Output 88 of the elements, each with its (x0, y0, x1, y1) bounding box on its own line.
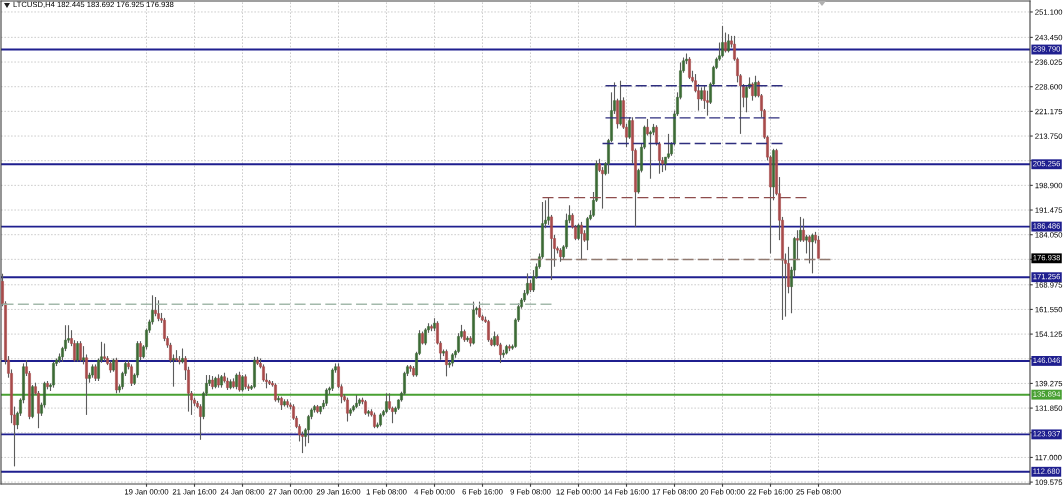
candlestick (502, 349, 505, 359)
candlestick (808, 234, 811, 264)
candlestick (811, 232, 814, 274)
candlestick (235, 372, 238, 390)
candlestick (373, 412, 376, 429)
candlestick (412, 365, 415, 378)
candlestick (355, 394, 358, 409)
candlestick (433, 317, 436, 332)
candlestick (754, 75, 757, 98)
candlestick (52, 361, 55, 389)
candlestick (256, 356, 259, 366)
candlestick (112, 357, 115, 373)
candlestick (130, 363, 133, 387)
candlestick (559, 247, 562, 263)
candlestick (700, 86, 703, 102)
candlestick (232, 377, 235, 389)
candlestick (469, 335, 472, 348)
candlestick (103, 342, 106, 362)
candlestick (493, 330, 496, 348)
candlestick (157, 299, 160, 322)
candlestick (175, 349, 178, 363)
candlestick (580, 221, 583, 261)
candlestick (358, 397, 361, 407)
candlestick (706, 90, 709, 117)
candlestick (724, 32, 727, 54)
candlestick (379, 412, 382, 428)
candlestick (367, 409, 370, 418)
candlestick (331, 367, 334, 392)
candlestick (619, 80, 622, 127)
candlestick (424, 327, 427, 346)
candlestick (91, 363, 94, 379)
candlestick (817, 235, 820, 259)
candlestick (244, 373, 247, 390)
candlestick (154, 296, 157, 317)
candlestick (172, 353, 175, 388)
candlestick (82, 345, 85, 365)
candlestick (283, 398, 286, 408)
candlestick (115, 357, 118, 394)
candlestick (286, 398, 289, 409)
candlestick (463, 328, 466, 343)
candlestick (238, 371, 241, 393)
candlestick (139, 340, 142, 361)
candlestick (445, 348, 448, 377)
candlestick (346, 397, 349, 423)
candlestick (217, 373, 220, 389)
candlestick (274, 382, 277, 403)
candlestick (253, 356, 256, 389)
candlestick (46, 380, 49, 390)
candlestick (220, 374, 223, 389)
candlestick (229, 378, 232, 390)
candlestick (430, 323, 433, 332)
candlestick (721, 25, 724, 59)
candlestick (325, 387, 328, 407)
candlestick (31, 384, 34, 419)
candlestick (487, 319, 490, 343)
candlestick (466, 335, 469, 343)
candlestick (529, 279, 532, 293)
candlestick (451, 352, 454, 367)
candlestick (727, 33, 730, 54)
candlestick (316, 404, 319, 414)
candlestick (385, 392, 388, 414)
candlestick (349, 407, 352, 417)
candlestick (214, 376, 217, 389)
candlestick (409, 364, 412, 373)
candlestick (688, 56, 691, 80)
candlestick (796, 229, 799, 261)
candlestick (508, 343, 511, 352)
candlestick (280, 396, 283, 411)
candlestick (181, 347, 184, 364)
candlestick (199, 403, 202, 441)
candlestick (109, 360, 112, 374)
candlestick (277, 395, 280, 404)
candlestick (478, 301, 481, 319)
candlestick (442, 348, 445, 357)
candlestick (226, 377, 229, 391)
candlestick (421, 330, 424, 346)
candlestick (505, 344, 508, 356)
candlestick (751, 81, 754, 102)
candlestick (547, 196, 550, 226)
candlestick (76, 340, 79, 363)
candlestick (79, 340, 82, 363)
candlestick (241, 374, 244, 393)
candlestick (667, 133, 670, 160)
candlestick (94, 363, 97, 382)
candlestick (472, 301, 475, 346)
candlestick (364, 399, 367, 416)
candlestick (211, 375, 214, 390)
candlestick (805, 234, 808, 255)
